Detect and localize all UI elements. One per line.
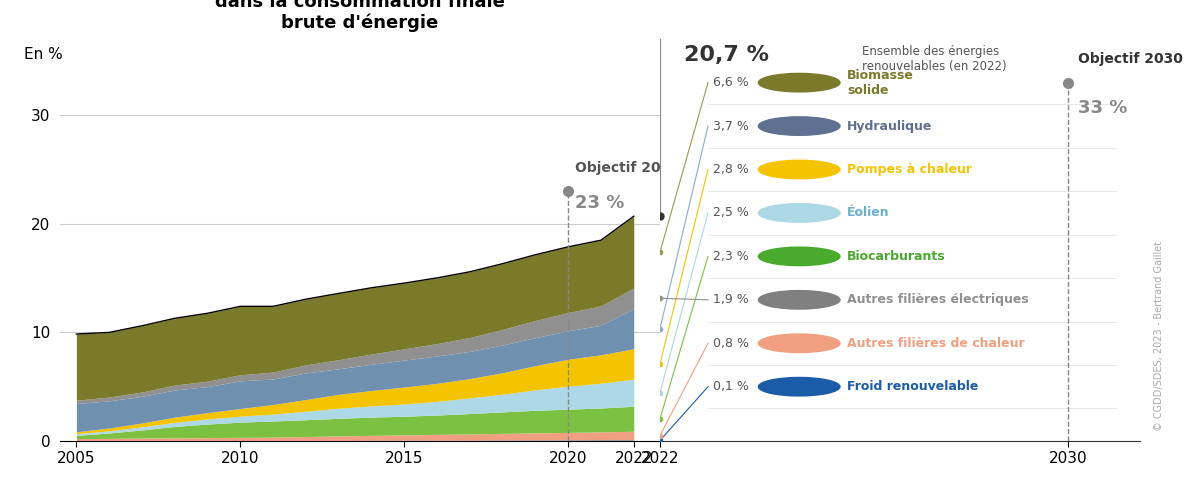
Text: Biocarburants: Biocarburants [847,250,946,263]
Text: Autres filières électriques: Autres filières électriques [847,294,1028,306]
Text: Éolien: Éolien [847,206,890,220]
Text: 1,9 %: 1,9 % [713,294,749,306]
Text: Froid renouvelable: Froid renouvelable [847,380,978,393]
Text: 23 %: 23 % [575,195,624,213]
Circle shape [758,247,840,266]
Text: Objectif 2030: Objectif 2030 [1078,52,1182,66]
Text: 2,5 %: 2,5 % [713,206,749,220]
Text: Ensemble des énergies
renouvelables (en 2022): Ensemble des énergies renouvelables (en … [862,45,1007,73]
Circle shape [758,204,840,222]
Text: © CGDD/SDES, 2023 - Bertrand Gaillet: © CGDD/SDES, 2023 - Bertrand Gaillet [1154,241,1164,431]
Text: 0,1 %: 0,1 % [713,380,749,393]
Circle shape [758,117,840,135]
Text: En %: En % [24,47,62,62]
Text: 33 %: 33 % [1078,99,1127,117]
Text: 6,6 %: 6,6 % [713,76,749,89]
Circle shape [758,291,840,309]
Text: Pompes à chaleur: Pompes à chaleur [847,163,972,176]
Text: Autres filières de chaleur: Autres filières de chaleur [847,337,1025,350]
Text: Hydraulique: Hydraulique [847,120,932,133]
Circle shape [758,160,840,179]
Circle shape [758,377,840,396]
Text: Biomasse
solide: Biomasse solide [847,69,914,97]
Title: Part des énergies renouvelables
dans la consommation finale
brute d'énergie: Part des énergies renouvelables dans la … [197,0,523,32]
Text: 20,7 %: 20,7 % [684,45,769,65]
Text: 0,8 %: 0,8 % [713,337,749,350]
Text: 2,3 %: 2,3 % [713,250,749,263]
Text: Objectif 2020: Objectif 2020 [575,161,679,175]
Circle shape [758,74,840,92]
Circle shape [758,334,840,352]
Text: 3,7 %: 3,7 % [713,120,749,133]
Text: 2,8 %: 2,8 % [713,163,749,176]
